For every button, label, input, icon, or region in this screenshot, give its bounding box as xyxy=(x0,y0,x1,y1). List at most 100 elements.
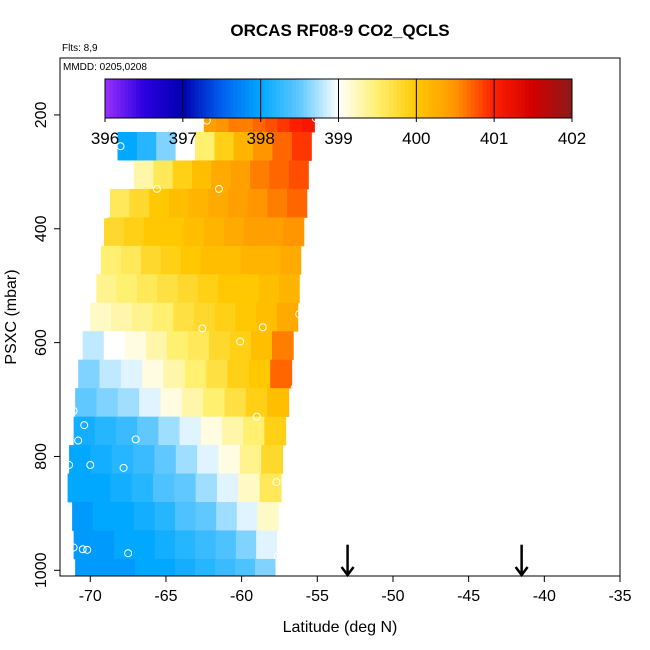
colorbar-swatch xyxy=(544,79,550,118)
heatmap-cell xyxy=(264,416,287,446)
heatmap-cell xyxy=(216,473,239,503)
heatmap-cell xyxy=(197,445,220,474)
sample-point xyxy=(252,412,261,421)
colorbar-swatch xyxy=(210,79,215,118)
colorbar-swatch xyxy=(182,79,188,118)
profile-7 xyxy=(90,302,299,332)
profile-13 xyxy=(67,473,282,503)
heatmap-cell xyxy=(288,160,309,190)
sample-point xyxy=(80,421,89,430)
heatmap-cell xyxy=(95,558,116,577)
heatmap-cell xyxy=(173,302,195,332)
colorbar-swatch xyxy=(237,79,242,118)
colorbar-swatch xyxy=(233,79,238,118)
heatmap-cell xyxy=(90,302,112,332)
colorbar-swatch xyxy=(268,79,273,118)
colorbar-swatch xyxy=(147,79,153,118)
heatmap-cell xyxy=(154,530,176,560)
colorbar-swatch xyxy=(245,79,250,118)
colorbar-swatch xyxy=(369,79,375,118)
colorbar-tick-label: 396 xyxy=(91,129,119,148)
colorbar-swatch xyxy=(556,79,561,118)
heatmap-cell xyxy=(200,416,223,446)
heatmap-cell xyxy=(270,359,293,389)
colorbar-swatch xyxy=(346,79,351,118)
heatmap-cell xyxy=(120,245,142,275)
heatmap-cell xyxy=(234,558,256,577)
colorbar-swatch xyxy=(315,79,320,118)
colorbar-swatch xyxy=(342,79,347,118)
heatmap-cell xyxy=(224,388,247,418)
heatmap-cell xyxy=(99,359,122,389)
colorbar-swatch xyxy=(143,79,149,118)
heatmap-cell xyxy=(218,274,239,304)
colorbar-swatch xyxy=(564,79,569,118)
colorbar-swatch xyxy=(140,79,145,118)
heatmap-cell xyxy=(256,530,278,560)
heatmap-cell xyxy=(191,160,212,190)
colorbar-swatch xyxy=(525,79,530,118)
sample-point xyxy=(112,167,120,176)
heatmap-cell xyxy=(245,388,268,418)
sample-point xyxy=(214,184,223,193)
heatmap-cell xyxy=(175,502,197,531)
colorbar-swatch xyxy=(322,79,328,118)
colorbar-swatch xyxy=(175,79,180,118)
heatmap-cell xyxy=(247,188,268,218)
heatmap-cell xyxy=(177,274,199,304)
sample-point xyxy=(116,142,125,151)
heatmap-cell xyxy=(120,359,143,389)
sample-point xyxy=(273,552,282,561)
colorbar-swatch xyxy=(513,79,519,118)
colorbar-swatch xyxy=(319,79,324,118)
colorbar-swatch xyxy=(470,79,476,118)
colorbar-swatch xyxy=(428,79,433,118)
sample-point xyxy=(101,210,110,219)
heatmap-cell xyxy=(93,530,115,560)
profile-3 xyxy=(109,188,308,218)
heatmap-cell xyxy=(69,445,92,474)
flight-arrow xyxy=(340,544,355,578)
heatmap-cell xyxy=(116,416,138,446)
colorbar-swatch xyxy=(178,79,184,118)
heatmap-cell xyxy=(195,530,217,560)
heatmap-cell xyxy=(72,502,94,531)
colorbar-tick-label: 401 xyxy=(480,129,508,148)
colorbar-swatch xyxy=(400,79,406,118)
colorbar-swatch xyxy=(264,79,269,118)
colorbar-swatch xyxy=(155,79,160,118)
heatmap-cell xyxy=(175,558,196,577)
heatmap-cell xyxy=(137,416,159,446)
colorbar-swatch xyxy=(416,79,421,118)
colorbar-swatch xyxy=(540,79,546,118)
heatmap-cell xyxy=(220,245,242,275)
heatmap-cell xyxy=(227,359,250,389)
colorbar-swatch xyxy=(505,79,511,118)
colorbar-swatch xyxy=(466,79,472,118)
heatmap-cell xyxy=(195,502,217,531)
heatmap-cell xyxy=(75,558,96,577)
heatmap-cell xyxy=(181,388,204,418)
colorbar-swatch xyxy=(159,79,164,118)
heatmap-cell xyxy=(152,473,175,503)
colorbar-swatch xyxy=(295,79,301,118)
colorbar-swatch xyxy=(560,79,565,118)
heatmap-cell xyxy=(115,558,136,577)
heatmap-cell xyxy=(152,302,174,332)
heatmap-cell xyxy=(124,331,147,361)
colorbar-swatch xyxy=(248,79,254,118)
heatmap-cell xyxy=(260,245,282,275)
sample-point xyxy=(83,545,92,554)
colorbar-swatch xyxy=(252,79,258,118)
heatmap-cell xyxy=(208,188,229,218)
colorbar-swatch xyxy=(299,79,304,118)
profile-6 xyxy=(96,274,300,304)
heatmap-cell xyxy=(156,132,177,161)
heatmap-cell xyxy=(291,132,312,161)
heatmap-cell xyxy=(73,530,95,560)
heatmap-cell xyxy=(67,473,90,503)
profile-10 xyxy=(75,388,290,418)
heatmap-cell xyxy=(157,274,179,304)
colorbar-swatch xyxy=(124,79,129,118)
heatmap-cell xyxy=(158,416,181,446)
